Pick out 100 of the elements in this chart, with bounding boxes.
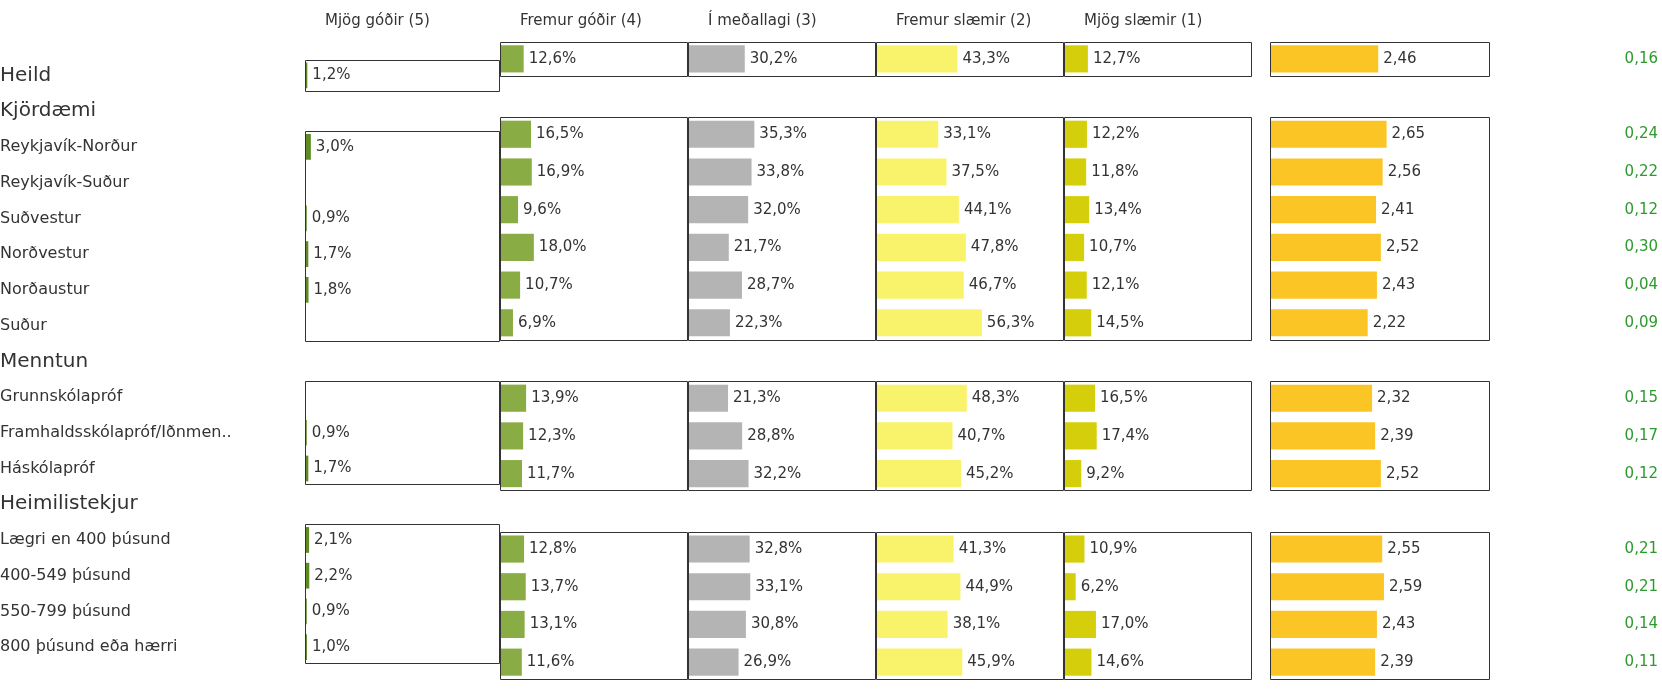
bar <box>1270 309 1368 337</box>
data-label: 1,8% <box>313 279 352 298</box>
data-label: 2,52 <box>1385 237 1420 256</box>
data-label: 32,8% <box>754 538 803 557</box>
y-tick-label: Reykjavík-Suður <box>0 171 130 191</box>
y-tick-label: Lægri en 400 þúsund <box>0 529 171 549</box>
bar <box>1270 233 1381 261</box>
data-label: 2,22 <box>1372 312 1407 331</box>
data-label: 0,12 <box>1624 463 1658 482</box>
data-label: 45,9% <box>967 652 1015 671</box>
y-tick-label: Norðvestur <box>0 243 90 263</box>
data-label: 44,1% <box>963 199 1012 218</box>
y-tick-label: Háskólapróf <box>0 457 96 477</box>
data-label: 9,6% <box>523 199 562 218</box>
y-tick-label: Menntun <box>0 347 89 372</box>
bar <box>876 45 958 73</box>
data-label: 32,0% <box>753 199 801 218</box>
data-label: 2,55 <box>1387 538 1421 557</box>
bar <box>876 309 982 337</box>
bar <box>1270 573 1384 601</box>
bar <box>688 309 730 337</box>
bar <box>500 309 513 337</box>
data-label: 21,7% <box>733 237 782 256</box>
bar <box>1270 120 1387 148</box>
data-label: 0,11 <box>1624 652 1658 671</box>
bar <box>500 384 527 412</box>
data-label: 2,56 <box>1387 161 1422 180</box>
data-label: 0,09 <box>1624 312 1658 331</box>
data-label: 45,2% <box>965 463 1014 482</box>
data-label: 14,5% <box>1096 312 1144 331</box>
data-label: 0,12 <box>1624 199 1658 218</box>
bar <box>1064 384 1096 412</box>
bar <box>688 271 742 299</box>
bar <box>500 460 522 488</box>
bar <box>500 422 524 450</box>
bar <box>1064 573 1076 601</box>
data-label: 1,0% <box>311 637 351 656</box>
y-tick-label: Heild <box>0 61 52 86</box>
data-label: 0,21 <box>1624 576 1658 595</box>
data-label: 6,9% <box>517 312 557 331</box>
data-label: 2,1% <box>314 529 353 548</box>
data-label: 13,1% <box>529 614 578 633</box>
bar <box>688 422 743 450</box>
data-label: 47,8% <box>970 237 1019 256</box>
bar <box>1064 535 1085 563</box>
data-label: 0,9% <box>311 601 350 620</box>
data-label: 0,24 <box>1624 124 1658 143</box>
y-tick-label: Suður <box>0 314 48 334</box>
data-label: 17,0% <box>1100 614 1149 633</box>
bar <box>876 610 948 639</box>
data-label: 0,9% <box>311 208 350 227</box>
bar <box>1064 648 1092 676</box>
data-label: 1,2% <box>312 65 351 84</box>
data-label: 48,3% <box>971 388 1020 407</box>
chart-title: Fremur góðir (4) <box>519 10 643 31</box>
data-label: 0,22 <box>1624 161 1658 180</box>
data-label: 33,1% <box>755 576 803 595</box>
data-label: 13,4% <box>1094 199 1142 218</box>
bar <box>688 196 749 224</box>
bar <box>1270 196 1377 224</box>
y-tick-label: Suðvestur <box>0 207 82 227</box>
bar <box>688 610 746 639</box>
data-label: 0,14 <box>1624 614 1658 633</box>
bar <box>1270 158 1383 186</box>
bar <box>1064 460 1082 488</box>
data-label: 13,9% <box>531 388 579 407</box>
bar <box>688 233 729 261</box>
data-label: 16,9% <box>536 161 585 180</box>
bar <box>688 384 729 412</box>
bar <box>1064 45 1088 73</box>
bar <box>876 422 953 450</box>
data-label: 38,1% <box>952 614 1001 633</box>
data-label: 22,3% <box>734 312 783 331</box>
bar <box>500 535 525 563</box>
bar <box>876 535 954 563</box>
data-label: 43,3% <box>962 48 1011 67</box>
data-label: 2,46 <box>1383 48 1417 67</box>
data-label: 2,65 <box>1391 124 1426 143</box>
data-label: 2,41 <box>1381 199 1415 218</box>
data-label: 1,7% <box>313 244 352 262</box>
bar <box>876 120 939 148</box>
bar <box>1064 233 1085 261</box>
bar <box>1270 271 1377 299</box>
data-label: 46,7% <box>968 274 1017 293</box>
bar <box>1064 158 1087 186</box>
bar <box>688 120 755 148</box>
chart-title: Mjög slæmir (1) <box>1083 10 1204 31</box>
data-label: 0,04 <box>1624 274 1658 293</box>
bar <box>1064 309 1092 337</box>
data-label: 3,0% <box>315 136 354 155</box>
bar <box>876 233 966 261</box>
data-label: 12,2% <box>1091 124 1140 143</box>
bar <box>1270 460 1381 488</box>
y-tick-label: 400-549 þúsund <box>0 564 132 584</box>
bar <box>1270 648 1376 676</box>
data-label: 37,5% <box>951 161 1000 180</box>
bar <box>688 158 752 186</box>
data-label: 40,7% <box>957 425 1006 444</box>
data-label: 11,6% <box>526 652 575 671</box>
data-label: 17,4% <box>1101 425 1150 444</box>
